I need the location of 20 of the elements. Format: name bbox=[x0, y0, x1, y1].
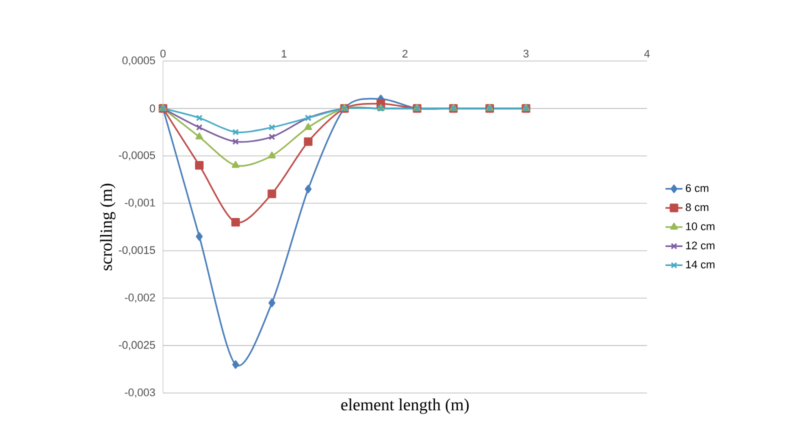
x-tick-label: 3 bbox=[523, 50, 529, 58]
x-tick-label: 4 bbox=[644, 50, 650, 58]
x-axis-title: element length (m) bbox=[341, 398, 469, 414]
y-tick-label: -0,0025 bbox=[118, 341, 156, 350]
y-tick-label: -0,003 bbox=[124, 388, 156, 398]
y-tick-label: -0,0015 bbox=[118, 246, 156, 256]
y-tick-label: -0,0005 bbox=[118, 151, 156, 160]
legend-label: 14 cm bbox=[686, 260, 714, 268]
y-tick-label: 0,0005 bbox=[122, 56, 156, 66]
x-tick-label: 1 bbox=[282, 50, 287, 58]
x-tick-label: 2 bbox=[402, 50, 408, 58]
legend-label: 10 cm bbox=[686, 222, 714, 230]
legend-label: 12 cm bbox=[686, 242, 714, 250]
y-tick-label: 0 bbox=[150, 104, 156, 112]
legend-label: 8 cm bbox=[686, 203, 708, 212]
x-tick-label: 0 bbox=[160, 50, 166, 58]
y-axis-title: scrolling (m) bbox=[100, 184, 116, 270]
y-tick-label: -0,001 bbox=[124, 198, 155, 208]
legend-label: 6 cm bbox=[686, 184, 708, 192]
y-tick-label: -0,002 bbox=[124, 294, 155, 303]
